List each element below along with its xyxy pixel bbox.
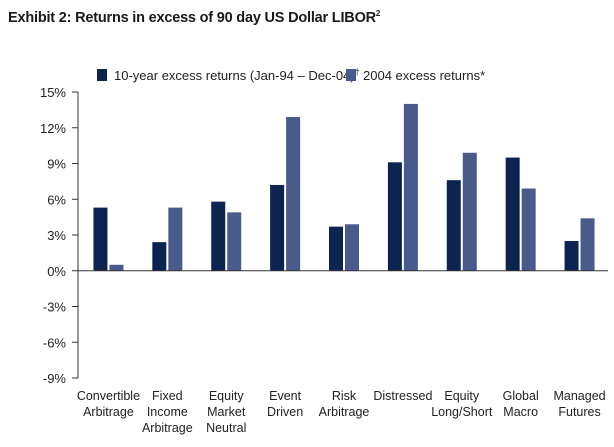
x-category-label: Equity Long/Short <box>431 389 493 419</box>
y-tick-label: 15% <box>40 85 66 100</box>
legend-swatch <box>97 69 107 81</box>
bar-series2 <box>227 212 242 271</box>
y-tick-label: -3% <box>43 300 67 315</box>
bars <box>93 103 595 271</box>
bar-series2 <box>168 207 183 271</box>
x-category-label: Risk Arbitrage <box>319 389 370 419</box>
x-category-label: Equity Market Neutral <box>206 389 246 435</box>
y-tick-label: 12% <box>40 121 66 136</box>
bar-series2 <box>109 264 124 271</box>
bar-series1 <box>211 201 226 271</box>
y-tick-label: 6% <box>47 192 66 207</box>
chart-title: Exhibit 2: Returns in excess of 90 day U… <box>8 9 381 26</box>
bar-series2 <box>403 103 418 271</box>
legend-label: 2004 excess returns* <box>363 68 485 83</box>
x-category-label: Convertible Arbitrage <box>77 389 140 419</box>
y-tick-label: 0% <box>47 264 66 279</box>
bar-series1 <box>387 162 402 271</box>
legend: 10-year excess returns (Jan-94 – Dec-04)… <box>97 67 485 83</box>
legend-label: 10-year excess returns (Jan-94 – Dec-04)… <box>114 67 360 83</box>
bar-series1 <box>93 207 108 271</box>
x-category-label: Event Driven <box>267 389 303 419</box>
x-category-label: Managed Futures <box>553 389 605 419</box>
y-tick-label: 9% <box>47 157 66 172</box>
x-category-label: Fixed Income Arbitrage <box>142 389 193 435</box>
bar-series1 <box>505 157 520 271</box>
bar-series1 <box>152 242 167 271</box>
x-category-label: Global Macro <box>503 389 539 419</box>
legend-swatch <box>346 69 356 81</box>
y-tick-label: -9% <box>43 371 67 386</box>
bar-series2 <box>462 152 477 271</box>
bar-series1 <box>329 226 343 271</box>
bar-series1 <box>446 180 461 271</box>
bar-series2 <box>286 117 301 271</box>
bar-series2 <box>580 218 595 271</box>
y-tick-label: 3% <box>47 228 66 243</box>
y-tick-label: -6% <box>43 335 67 350</box>
bar-series2 <box>521 188 536 271</box>
bar-series2 <box>345 224 359 271</box>
bar-series1 <box>270 184 285 271</box>
y-axis: 15% 12% 9% 6% 3% 0% -3% -6% -9% <box>40 85 79 386</box>
x-category-label: Distressed <box>373 389 432 403</box>
bar-series1 <box>564 240 579 271</box>
